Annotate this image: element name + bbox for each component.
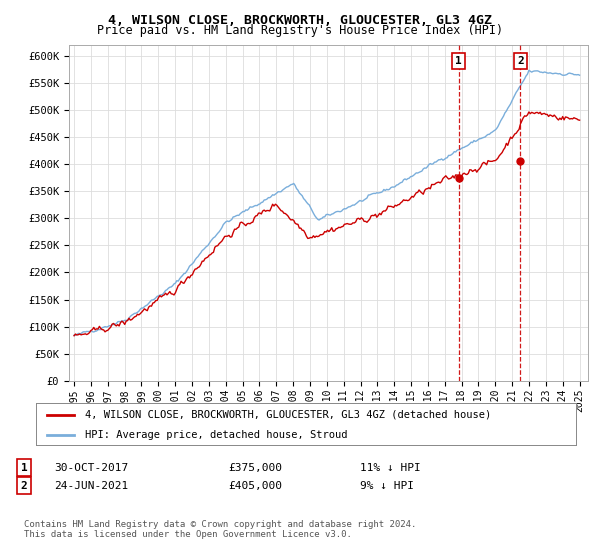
Text: 1: 1 <box>20 463 28 473</box>
Text: 2: 2 <box>517 56 524 66</box>
Text: £375,000: £375,000 <box>228 463 282 473</box>
Text: 30-OCT-2017: 30-OCT-2017 <box>54 463 128 473</box>
Text: Price paid vs. HM Land Registry's House Price Index (HPI): Price paid vs. HM Land Registry's House … <box>97 24 503 37</box>
Text: £405,000: £405,000 <box>228 480 282 491</box>
Text: 1: 1 <box>455 56 462 66</box>
Text: Contains HM Land Registry data © Crown copyright and database right 2024.
This d: Contains HM Land Registry data © Crown c… <box>24 520 416 539</box>
Text: HPI: Average price, detached house, Stroud: HPI: Average price, detached house, Stro… <box>85 430 347 440</box>
Text: 9% ↓ HPI: 9% ↓ HPI <box>360 480 414 491</box>
Text: 2: 2 <box>20 480 28 491</box>
Text: 4, WILSON CLOSE, BROCKWORTH, GLOUCESTER, GL3 4GZ: 4, WILSON CLOSE, BROCKWORTH, GLOUCESTER,… <box>108 14 492 27</box>
Text: 24-JUN-2021: 24-JUN-2021 <box>54 480 128 491</box>
Text: 11% ↓ HPI: 11% ↓ HPI <box>360 463 421 473</box>
Text: 4, WILSON CLOSE, BROCKWORTH, GLOUCESTER, GL3 4GZ (detached house): 4, WILSON CLOSE, BROCKWORTH, GLOUCESTER,… <box>85 410 491 420</box>
